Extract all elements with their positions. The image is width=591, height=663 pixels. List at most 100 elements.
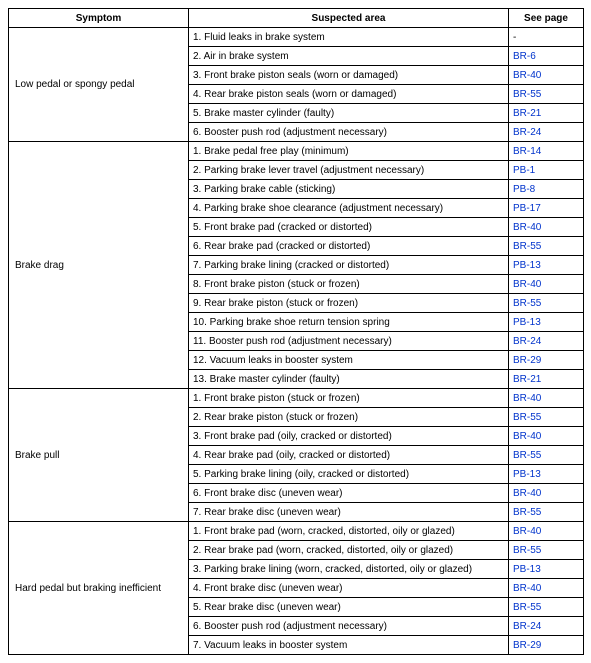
see-page-cell: BR-40 (509, 579, 584, 598)
page-link[interactable]: BR-55 (513, 298, 541, 309)
header-suspected-area: Suspected area (189, 9, 509, 28)
page-link[interactable]: BR-14 (513, 146, 541, 157)
see-page-cell: BR-40 (509, 275, 584, 294)
page-link[interactable]: PB-13 (513, 564, 541, 575)
page-link[interactable]: PB-13 (513, 469, 541, 480)
see-page-cell: BR-29 (509, 636, 584, 655)
see-page-cell: - (509, 28, 584, 47)
page-link[interactable]: PB-13 (513, 317, 541, 328)
see-page-cell: PB-13 (509, 465, 584, 484)
suspected-area-cell: 2. Rear brake piston (stuck or frozen) (189, 408, 509, 427)
see-page-cell: BR-55 (509, 446, 584, 465)
see-page-cell: PB-1 (509, 161, 584, 180)
see-page-cell: BR-24 (509, 332, 584, 351)
page-link[interactable]: BR-40 (513, 526, 541, 537)
suspected-area-cell: 6. Rear brake pad (cracked or distorted) (189, 237, 509, 256)
page-link[interactable]: BR-40 (513, 488, 541, 499)
page-link[interactable]: BR-40 (513, 222, 541, 233)
see-page-cell: BR-29 (509, 351, 584, 370)
suspected-area-cell: 13. Brake master cylinder (faulty) (189, 370, 509, 389)
page-link[interactable]: BR-21 (513, 374, 541, 385)
symptom-cell: Low pedal or spongy pedal (9, 28, 189, 142)
troubleshooting-table: Symptom Suspected area See page Low peda… (8, 8, 584, 655)
symptom-cell: Brake drag (9, 142, 189, 389)
page-link[interactable]: BR-55 (513, 412, 541, 423)
page-link[interactable]: BR-55 (513, 545, 541, 556)
page-link[interactable]: BR-29 (513, 640, 541, 651)
suspected-area-cell: 4. Rear brake piston seals (worn or dama… (189, 85, 509, 104)
page-link[interactable]: BR-40 (513, 431, 541, 442)
see-page-cell: BR-55 (509, 294, 584, 313)
page-link[interactable]: BR-40 (513, 70, 541, 81)
suspected-area-cell: 9. Rear brake piston (stuck or frozen) (189, 294, 509, 313)
see-page-cell: BR-55 (509, 408, 584, 427)
suspected-area-cell: 7. Vacuum leaks in booster system (189, 636, 509, 655)
page-link[interactable]: BR-40 (513, 393, 541, 404)
suspected-area-cell: 12. Vacuum leaks in booster system (189, 351, 509, 370)
see-page-cell: BR-21 (509, 104, 584, 123)
suspected-area-cell: 5. Front brake pad (cracked or distorted… (189, 218, 509, 237)
suspected-area-cell: 10. Parking brake shoe return tension sp… (189, 313, 509, 332)
page-link[interactable]: BR-55 (513, 89, 541, 100)
page-link[interactable]: PB-17 (513, 203, 541, 214)
header-symptom: Symptom (9, 9, 189, 28)
suspected-area-cell: 5. Rear brake disc (uneven wear) (189, 598, 509, 617)
suspected-area-cell: 5. Brake master cylinder (faulty) (189, 104, 509, 123)
suspected-area-cell: 6. Booster push rod (adjustment necessar… (189, 617, 509, 636)
see-page-cell: BR-55 (509, 85, 584, 104)
page-link[interactable]: BR-55 (513, 241, 541, 252)
table-row: Hard pedal but braking inefficient1. Fro… (9, 522, 584, 541)
page-link[interactable]: BR-6 (513, 51, 536, 62)
page-link[interactable]: BR-24 (513, 336, 541, 347)
see-page-cell: BR-55 (509, 503, 584, 522)
page-link[interactable]: BR-55 (513, 507, 541, 518)
suspected-area-cell: 2. Air in brake system (189, 47, 509, 66)
suspected-area-cell: 3. Front brake piston seals (worn or dam… (189, 66, 509, 85)
see-page-cell: PB-13 (509, 313, 584, 332)
suspected-area-cell: 6. Front brake disc (uneven wear) (189, 484, 509, 503)
suspected-area-cell: 2. Rear brake pad (worn, cracked, distor… (189, 541, 509, 560)
see-page-cell: BR-6 (509, 47, 584, 66)
suspected-area-cell: 1. Front brake piston (stuck or frozen) (189, 389, 509, 408)
see-page-cell: PB-13 (509, 256, 584, 275)
suspected-area-cell: 3. Parking brake cable (sticking) (189, 180, 509, 199)
table-row: Brake pull1. Front brake piston (stuck o… (9, 389, 584, 408)
page-link[interactable]: BR-24 (513, 127, 541, 138)
suspected-area-cell: 1. Fluid leaks in brake system (189, 28, 509, 47)
suspected-area-cell: 4. Parking brake shoe clearance (adjustm… (189, 199, 509, 218)
see-page-cell: BR-21 (509, 370, 584, 389)
table-row: Brake drag1. Brake pedal free play (mini… (9, 142, 584, 161)
page-link[interactable]: BR-55 (513, 602, 541, 613)
symptom-cell: Hard pedal but braking inefficient (9, 522, 189, 655)
suspected-area-cell: 1. Brake pedal free play (minimum) (189, 142, 509, 161)
see-page-cell: BR-24 (509, 617, 584, 636)
see-page-cell: PB-17 (509, 199, 584, 218)
page-link[interactable]: PB-8 (513, 184, 535, 195)
table-row: Low pedal or spongy pedal1. Fluid leaks … (9, 28, 584, 47)
suspected-area-cell: 5. Parking brake lining (oily, cracked o… (189, 465, 509, 484)
see-page-cell: BR-40 (509, 218, 584, 237)
page-link[interactable]: BR-40 (513, 583, 541, 594)
page-link[interactable]: BR-40 (513, 279, 541, 290)
suspected-area-cell: 3. Front brake pad (oily, cracked or dis… (189, 427, 509, 446)
symptom-cell: Brake pull (9, 389, 189, 522)
see-page-cell: BR-40 (509, 484, 584, 503)
see-page-cell: BR-55 (509, 541, 584, 560)
page-link[interactable]: PB-1 (513, 165, 535, 176)
see-page-cell: PB-13 (509, 560, 584, 579)
page-link[interactable]: BR-55 (513, 450, 541, 461)
page-link[interactable]: BR-21 (513, 108, 541, 119)
suspected-area-cell: 3. Parking brake lining (worn, cracked, … (189, 560, 509, 579)
page-link[interactable]: BR-29 (513, 355, 541, 366)
see-page-cell: BR-40 (509, 522, 584, 541)
suspected-area-cell: 1. Front brake pad (worn, cracked, disto… (189, 522, 509, 541)
page-link[interactable]: BR-24 (513, 621, 541, 632)
suspected-area-cell: 7. Parking brake lining (cracked or dist… (189, 256, 509, 275)
suspected-area-cell: 7. Rear brake disc (uneven wear) (189, 503, 509, 522)
see-page-cell: BR-55 (509, 598, 584, 617)
suspected-area-cell: 8. Front brake piston (stuck or frozen) (189, 275, 509, 294)
page-link[interactable]: PB-13 (513, 260, 541, 271)
see-page-cell: BR-40 (509, 389, 584, 408)
table-header-row: Symptom Suspected area See page (9, 9, 584, 28)
see-page-cell: BR-14 (509, 142, 584, 161)
